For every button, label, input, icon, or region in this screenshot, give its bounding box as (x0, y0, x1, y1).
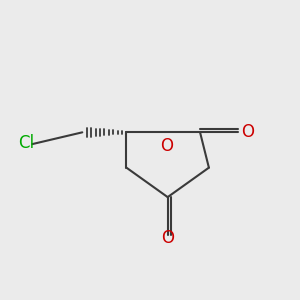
Text: O: O (161, 229, 174, 247)
Text: Cl: Cl (18, 134, 34, 152)
Text: O: O (241, 123, 254, 141)
Text: O: O (160, 136, 173, 154)
